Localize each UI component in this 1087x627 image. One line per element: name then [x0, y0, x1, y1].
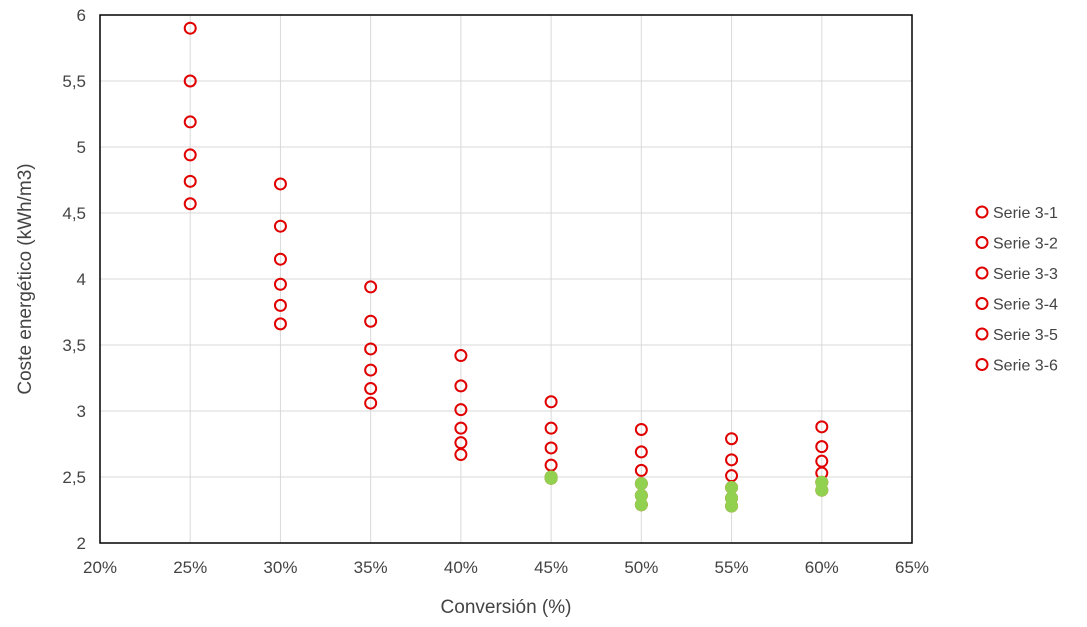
legend-label: Serie 3-2	[993, 236, 1058, 253]
data-point-series-4	[273, 277, 287, 291]
highlighted-data-point	[725, 499, 739, 513]
data-point-series-2	[273, 219, 287, 233]
highlighted-data-point	[544, 471, 558, 485]
data-points	[183, 21, 829, 513]
y-tick-label: 2,5	[62, 468, 86, 487]
legend-label: Serie 3-3	[993, 266, 1058, 283]
x-tick-label: 45%	[534, 558, 568, 577]
y-tick-label: 4	[77, 270, 86, 289]
data-point-series-2	[725, 453, 739, 467]
data-point-series-3	[183, 115, 197, 129]
data-point-series-5	[364, 382, 378, 396]
data-point-series-3	[364, 342, 378, 356]
data-point-series-6	[454, 448, 468, 462]
data-point-series-4	[183, 148, 197, 162]
data-point-series-3	[544, 441, 558, 455]
x-tick-label: 40%	[444, 558, 478, 577]
data-point-series-3	[454, 403, 468, 417]
highlighted-data-point	[634, 498, 648, 512]
y-tick-label: 3	[77, 402, 86, 421]
data-point-series-2	[364, 314, 378, 328]
data-point-series-2	[544, 421, 558, 435]
data-point-series-2	[634, 445, 648, 459]
legend-label: Serie 3-6	[993, 358, 1058, 375]
x-tick-label: 25%	[173, 558, 207, 577]
data-point-series-1	[634, 422, 648, 436]
data-point-series-6	[273, 317, 287, 331]
legend-marker	[975, 358, 989, 371]
data-point-series-5	[183, 174, 197, 188]
x-tick-label: 60%	[805, 558, 839, 577]
y-tick-label: 2	[77, 534, 86, 553]
legend-label: Serie 3-4	[993, 297, 1058, 314]
data-point-series-2	[183, 74, 197, 88]
x-axis-title: Conversión (%)	[441, 597, 572, 618]
highlighted-data-point	[815, 483, 829, 497]
data-point-series-3	[273, 252, 287, 266]
data-point-series-1	[273, 177, 287, 191]
y-tick-label: 4,5	[62, 204, 86, 223]
data-point-series-1	[364, 280, 378, 294]
legend-label: Serie 3-5	[993, 327, 1058, 344]
legend-marker	[975, 236, 989, 249]
highlighted-data-point	[634, 477, 648, 491]
y-tick-label: 3,5	[62, 336, 86, 355]
y-axis-title: Coste energético (kWh/m3)	[15, 163, 36, 394]
legend-marker	[975, 266, 989, 280]
legend: Serie 3-1 Serie 3-2 Serie 3-3 Serie 3-4 Seri…	[975, 205, 1058, 375]
data-point-series-4	[364, 363, 378, 377]
x-tick-label: 65%	[895, 558, 929, 577]
legend-marker	[975, 297, 989, 310]
plot-area-frame	[99, 14, 913, 544]
legend-label: Serie 3-1	[993, 205, 1058, 222]
data-point-series-2	[815, 440, 829, 454]
y-tick-label: 5	[77, 138, 86, 157]
legend-marker	[975, 327, 989, 341]
data-point-series-2	[454, 379, 468, 393]
data-point-series-1	[815, 420, 829, 434]
y-tick-label: 5,5	[62, 72, 86, 91]
x-tick-label: 20%	[83, 558, 117, 577]
data-point-series-4	[454, 421, 468, 435]
gridlines	[99, 14, 913, 544]
data-point-series-5	[273, 298, 287, 312]
data-point-series-6	[183, 197, 197, 211]
data-point-series-1	[725, 432, 739, 446]
data-point-series-1	[454, 349, 468, 363]
x-tick-label: 30%	[263, 558, 297, 577]
data-point-series-1	[544, 395, 558, 409]
data-point-series-3	[634, 463, 648, 477]
x-tick-label: 55%	[715, 558, 749, 577]
y-axis-tick-labels: 2 2,5 3 3,5 4 4,5 5 5,5 6	[62, 6, 86, 553]
legend-marker	[975, 205, 989, 219]
y-tick-label: 6	[77, 6, 86, 25]
x-axis-tick-labels: 20% 25% 30% 35% 40% 45% 50% 55% 60% 65%	[83, 558, 929, 577]
data-point-series-6	[364, 396, 378, 410]
x-tick-label: 35%	[354, 558, 388, 577]
x-tick-label: 50%	[624, 558, 658, 577]
data-point-series-1	[183, 21, 197, 35]
